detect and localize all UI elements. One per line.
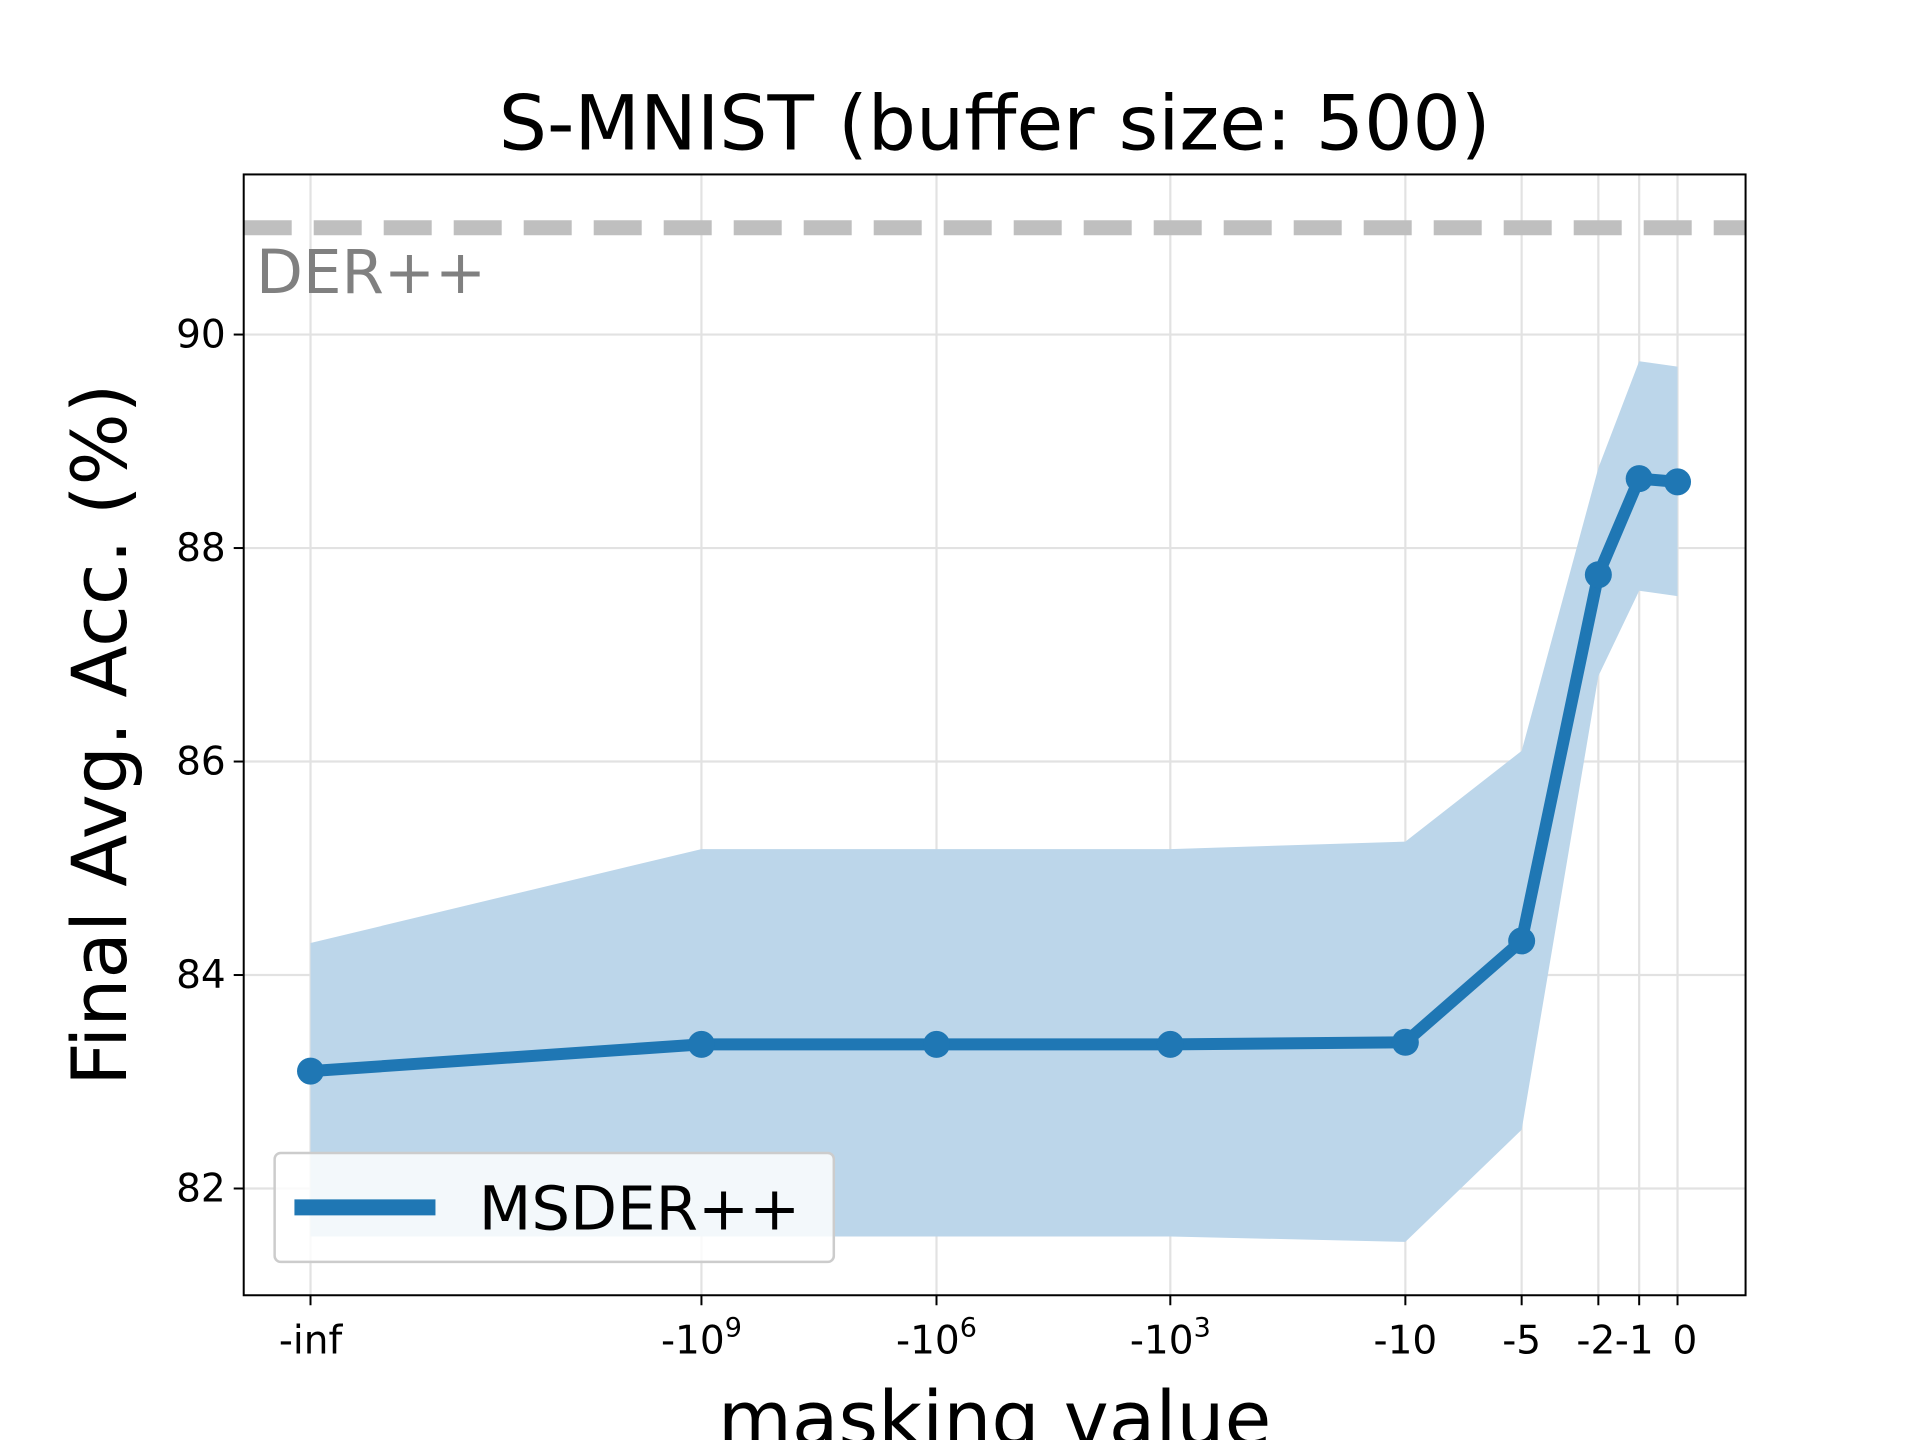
confidence-band <box>310 361 1678 1242</box>
legend: MSDER++ <box>273 1151 836 1264</box>
y-tick-label: 82 <box>176 1167 226 1212</box>
legend-label: MSDER++ <box>479 1173 800 1244</box>
y-tick-label: 86 <box>176 740 226 785</box>
x-tick-label: -103 <box>1130 1312 1211 1363</box>
x-tick-label: -5 <box>1502 1318 1541 1363</box>
legend-box <box>273 1151 836 1264</box>
x-axis-label: masking value <box>718 1374 1272 1440</box>
y-axis-label: Final Avg. Acc. (%) <box>55 384 144 1086</box>
x-tick-label: -inf <box>279 1318 344 1363</box>
data-point <box>297 1057 325 1085</box>
y-tick-label: 90 <box>176 313 226 358</box>
x-tick-label: -109 <box>661 1312 742 1363</box>
x-tick-label: -10 <box>1374 1318 1438 1363</box>
data-point <box>1584 561 1612 589</box>
data-point <box>687 1030 715 1058</box>
data-point <box>1156 1030 1184 1058</box>
data-point <box>1625 465 1653 493</box>
reference-line-group: DER++ <box>243 220 1746 308</box>
y-tick-label: 84 <box>176 953 226 998</box>
x-tick-label: -1 <box>1615 1318 1654 1363</box>
plot-frame <box>242 173 1747 1297</box>
x-tick-label: -2 <box>1576 1318 1615 1363</box>
reference-label: DER++ <box>256 237 486 308</box>
data-point <box>1508 927 1536 955</box>
series-lines <box>297 465 1692 1085</box>
chart-title: S-MNIST (buffer size: 500) <box>499 79 1491 168</box>
y-tick-label: 88 <box>176 526 226 571</box>
data-point <box>1391 1028 1419 1056</box>
confidence-bands <box>310 361 1678 1242</box>
data-point <box>1664 468 1692 496</box>
x-tick-label: -106 <box>896 1312 977 1363</box>
data-point <box>922 1030 950 1058</box>
x-tick-label: 0 <box>1673 1318 1698 1363</box>
